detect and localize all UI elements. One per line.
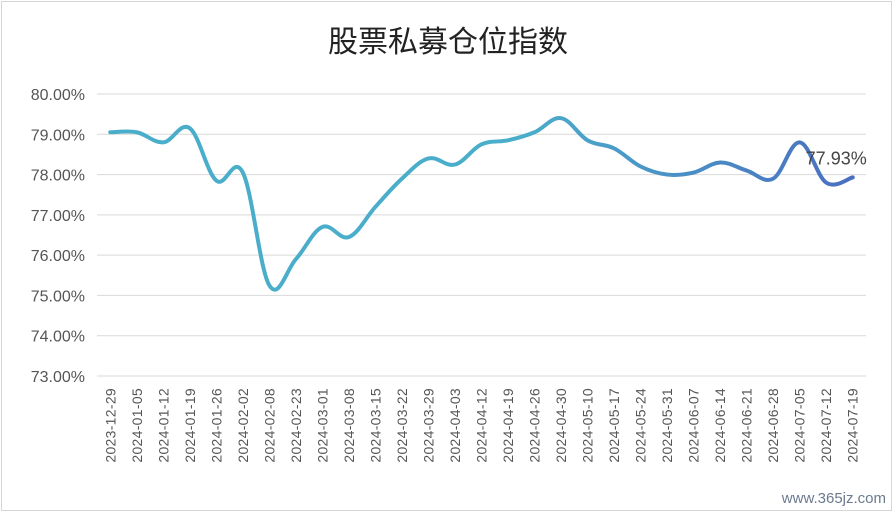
x-tick-label: 2024-06-07: [686, 388, 702, 463]
x-tick-label: 2024-03-15: [367, 388, 383, 463]
x-tick-label: 2024-03-01: [314, 388, 330, 463]
gridlines: [97, 93, 866, 377]
x-tick-label: 2024-02-08: [261, 388, 277, 463]
y-tick-label: 79.00%: [31, 127, 85, 144]
y-axis-ticks: 80.00% 79.00% 78.00% 77.00% 76.00% 75.00% 74.0…: [31, 87, 85, 386]
x-tick-label: 2024-01-26: [208, 388, 224, 463]
y-tick-label: 80.00%: [31, 87, 85, 104]
x-tick-label: 2024-07-05: [792, 388, 808, 463]
x-tick-label: 2024-01-05: [129, 388, 145, 463]
y-tick-label: 73.00%: [31, 369, 85, 386]
x-tick-label: 2024-05-24: [633, 388, 649, 463]
x-axis-ticks: 2023-12-29 2024-01-05 2024-01-12 2024-01-19…: [102, 388, 860, 463]
x-tick-label: 2024-01-12: [155, 388, 171, 463]
series-line: [108, 116, 855, 292]
y-tick-label: 75.00%: [31, 288, 85, 305]
x-tick-label: 2023-12-29: [102, 388, 118, 463]
x-tick-label: 2024-04-19: [500, 388, 516, 463]
y-tick-label: 78.00%: [31, 168, 85, 185]
x-tick-label: 2024-06-28: [765, 388, 781, 463]
y-tick-label: 76.00%: [31, 248, 85, 265]
x-tick-label: 2024-03-22: [394, 388, 410, 463]
x-tick-label: 2024-05-10: [580, 388, 596, 463]
x-tick-label: 2024-06-21: [739, 388, 755, 463]
x-tick-label: 2024-04-26: [527, 388, 543, 463]
x-tick-label: 2024-02-23: [288, 388, 304, 463]
x-tick-label: 2024-02-02: [235, 388, 251, 463]
x-tick-label: 2024-01-19: [182, 388, 198, 463]
x-tick-label: 2024-03-08: [341, 388, 357, 463]
x-tick-label: 2024-04-03: [447, 388, 463, 463]
watermark: www.365jz.com: [781, 490, 886, 507]
last-value-label: 77.93%: [806, 148, 867, 168]
x-tick-label: 2024-04-12: [474, 388, 490, 463]
y-tick-label: 74.00%: [31, 329, 85, 346]
x-tick-label: 2024-03-29: [420, 388, 436, 463]
x-tick-label: 2024-07-19: [845, 388, 861, 463]
x-tick-label: 2024-04-30: [553, 388, 569, 463]
x-tick-label: 2024-05-17: [606, 388, 622, 463]
y-tick-label: 77.00%: [31, 208, 85, 225]
x-tick-label: 2024-07-12: [818, 388, 834, 463]
chart-title: 股票私募仓位指数: [328, 25, 568, 60]
x-tick-label: 2024-05-31: [659, 388, 675, 463]
x-tick-label: 2024-06-14: [712, 388, 728, 463]
